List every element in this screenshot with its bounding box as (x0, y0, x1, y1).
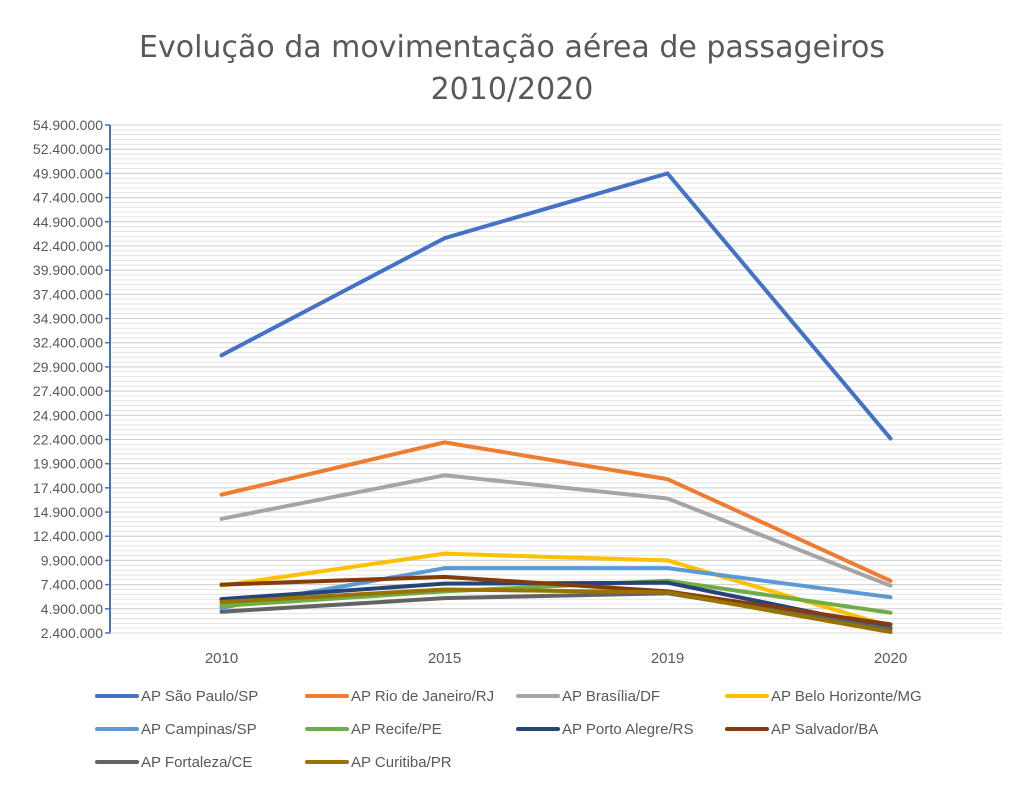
y-tick-label: 34.900.000 (33, 311, 103, 327)
series-line (219, 551, 893, 629)
y-tick-label: 9.900.000 (41, 552, 103, 568)
legend-label: AP Brasília/DF (562, 688, 660, 705)
legend-label: AP Campinas/SP (141, 721, 257, 738)
chart-title: Evolução da movimentação aérea de passag… (139, 30, 885, 65)
y-tick-label: 27.400.000 (33, 383, 103, 399)
series-line (219, 587, 893, 635)
legend-label: AP Salvador/BA (771, 721, 878, 738)
y-tick-label: 32.400.000 (33, 335, 103, 351)
y-tick-label: 22.400.000 (33, 431, 103, 447)
y-tick-label: 44.900.000 (33, 214, 103, 230)
y-tick-label: 7.400.000 (41, 577, 103, 593)
chart-subtitle: 2010/2020 (430, 72, 594, 107)
y-tick-label: 52.400.000 (33, 141, 103, 157)
y-tick-label: 37.400.000 (33, 286, 103, 302)
y-tick-label: 39.900.000 (33, 262, 103, 278)
series-line (219, 574, 893, 627)
series-line (219, 171, 893, 441)
x-tick-label: 2020 (874, 650, 907, 667)
legend-label: AP Recife/PE (351, 721, 442, 738)
y-tick-label: 42.400.000 (33, 238, 103, 254)
y-tick-label: 47.400.000 (33, 190, 103, 206)
y-tick-label: 2.400.000 (41, 625, 103, 641)
y-tick-label: 49.900.000 (33, 165, 103, 181)
series-line (219, 473, 893, 588)
y-tick-label: 19.900.000 (33, 456, 103, 472)
y-tick-label: 17.400.000 (33, 480, 103, 496)
y-tick-label: 12.400.000 (33, 528, 103, 544)
series-line (219, 566, 893, 610)
y-tick-label: 24.900.000 (33, 407, 103, 423)
y-tick-label: 54.900.000 (33, 117, 103, 133)
x-tick-label: 2019 (651, 650, 684, 667)
legend-label: AP Belo Horizonte/MG (771, 688, 922, 705)
series-line (219, 440, 893, 583)
y-tick-label: 29.900.000 (33, 359, 103, 375)
y-tick-label: 4.900.000 (41, 601, 103, 617)
legend-label: AP Porto Alegre/RS (562, 721, 693, 738)
legend-label: AP Rio de Janeiro/RJ (351, 688, 494, 705)
legend-label: AP Curitiba/PR (351, 754, 452, 771)
x-tick-label: 2015 (428, 650, 461, 667)
legend-label: AP Fortaleza/CE (141, 754, 252, 771)
y-tick-label: 14.900.000 (33, 504, 103, 520)
x-tick-label: 2010 (205, 650, 238, 667)
legend-label: AP São Paulo/SP (141, 688, 258, 705)
